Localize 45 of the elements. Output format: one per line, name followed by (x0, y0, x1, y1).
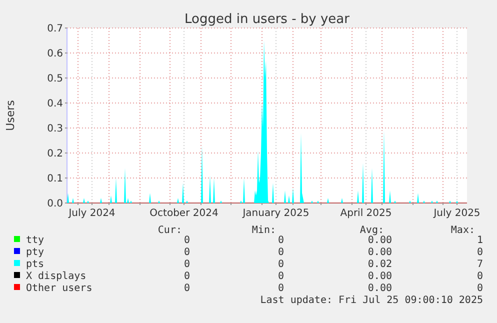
y-tick-label: 0.0 (47, 198, 63, 210)
text: 0 (278, 271, 284, 282)
legend-label: Other users (26, 283, 92, 294)
text: Cur: (158, 225, 182, 236)
text: 0 (278, 247, 284, 258)
text: 1 (476, 235, 483, 246)
text: 0 (184, 247, 190, 258)
text: 0 (476, 271, 483, 282)
y-axis-title: Users (4, 100, 17, 131)
legend-label: pty (26, 247, 44, 258)
y-tick-label: 0.3 (47, 124, 63, 134)
text: 0.00 (368, 283, 392, 294)
legend-label: pts (26, 259, 44, 270)
y-tick-label: 0.4 (47, 98, 63, 110)
x-tick-label: January 2025 (242, 208, 310, 219)
x-tick-label: July 2025 (432, 208, 480, 219)
x-tick-label: July 2024 (68, 208, 116, 219)
text: 0.00 (368, 271, 392, 282)
text: Avg: (360, 225, 384, 236)
text: 0.02 (368, 259, 392, 270)
y-tick-label: 0.1 (47, 174, 63, 184)
text: 0 (278, 259, 284, 270)
x-tick-label: April 2025 (340, 208, 392, 219)
x-tick-label: October 2024 (150, 208, 218, 219)
text: 0 (184, 283, 190, 294)
text: 0 (476, 283, 483, 294)
legend-label: tty (26, 235, 44, 246)
text: 0.00 (368, 247, 392, 258)
y-tick-label: 0.7 (47, 24, 63, 34)
text: 0 (184, 235, 190, 246)
text: 0 (278, 235, 284, 246)
text: Max: (450, 225, 475, 236)
y-tick-label: 0.6 (47, 48, 63, 60)
legend-label: X displays (26, 271, 86, 282)
text: 7 (476, 259, 483, 270)
text: 0 (476, 247, 483, 258)
text: 0 (184, 259, 190, 270)
text: 0 (184, 271, 190, 282)
y-tick-label: 0.2 (47, 148, 63, 160)
text: 0 (278, 283, 284, 294)
y-tick-label: 0.5 (47, 74, 63, 84)
chart-title: Logged in users - by year (184, 12, 350, 27)
text: Last update: Fri Jul 25 09:00:10 2025 (260, 295, 483, 306)
text: 0.00 (368, 235, 392, 246)
text: Min: (252, 225, 276, 236)
